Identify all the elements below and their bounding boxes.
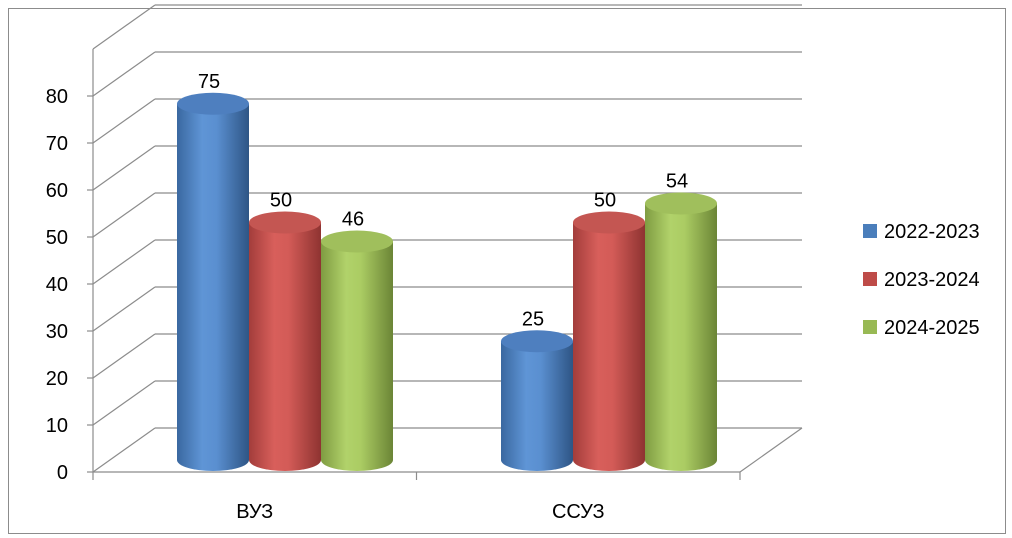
bar-body [249, 222, 321, 471]
x-tick-label: ССУЗ [552, 501, 605, 523]
data-label: 50 [594, 190, 616, 212]
data-label: 50 [270, 190, 292, 212]
data-label: 25 [522, 308, 544, 330]
y-tick-label: 20 [46, 368, 68, 390]
bar-body [501, 341, 573, 471]
legend-label: 2022-2023 [884, 221, 980, 243]
bar [501, 330, 573, 471]
bar-body [321, 241, 393, 471]
y-tick-label: 70 [46, 133, 68, 155]
gridline-side [92, 380, 156, 426]
bar-top [249, 211, 321, 234]
bar-body [573, 222, 645, 471]
gridline-side [92, 286, 156, 332]
bar-top [573, 211, 645, 234]
bar [321, 230, 393, 471]
legend-swatch [863, 224, 877, 238]
data-label: 75 [198, 71, 220, 93]
legend: 2022-2023 2023-2024 2024-2025 [863, 221, 980, 339]
bar-top [177, 92, 249, 115]
bar-body [177, 103, 249, 471]
floor-edge [739, 427, 803, 473]
y-tick-label: 60 [46, 180, 68, 202]
legend-swatch [863, 320, 877, 334]
gridline-side [92, 239, 156, 285]
bar-top [321, 230, 393, 253]
bar [573, 211, 645, 471]
y-tick-label: 40 [46, 274, 68, 296]
bars-layer [177, 92, 717, 471]
y-tick-label: 30 [46, 321, 68, 343]
labels-layer: 75 25 50 50 46 54 [198, 71, 688, 331]
bar-top [501, 330, 573, 353]
gridline-side [92, 427, 156, 473]
gridline-side [92, 98, 156, 144]
gridline-side [92, 145, 156, 191]
legend-swatch [863, 272, 877, 286]
axis-layer: 0 10 20 30 40 50 60 70 80 ВУЗ ССУЗ [46, 49, 803, 523]
y-tick-label: 50 [46, 227, 68, 249]
gridline-side [92, 4, 156, 50]
gridline-side [92, 333, 156, 379]
data-label: 54 [666, 171, 688, 193]
gridline-side [92, 51, 156, 97]
legend-label: 2024-2025 [884, 317, 980, 339]
bar-body [645, 203, 717, 471]
gridline-side [92, 192, 156, 238]
y-tick-label: 0 [57, 462, 68, 484]
y-tick-label: 80 [46, 86, 68, 108]
bar [645, 192, 717, 471]
data-label: 46 [342, 209, 364, 231]
legend-label: 2023-2024 [884, 269, 980, 291]
bar [249, 211, 321, 471]
y-tick-label: 10 [46, 415, 68, 437]
x-tick-label: ВУЗ [236, 501, 273, 523]
bar-top [645, 192, 717, 215]
bar [177, 92, 249, 471]
